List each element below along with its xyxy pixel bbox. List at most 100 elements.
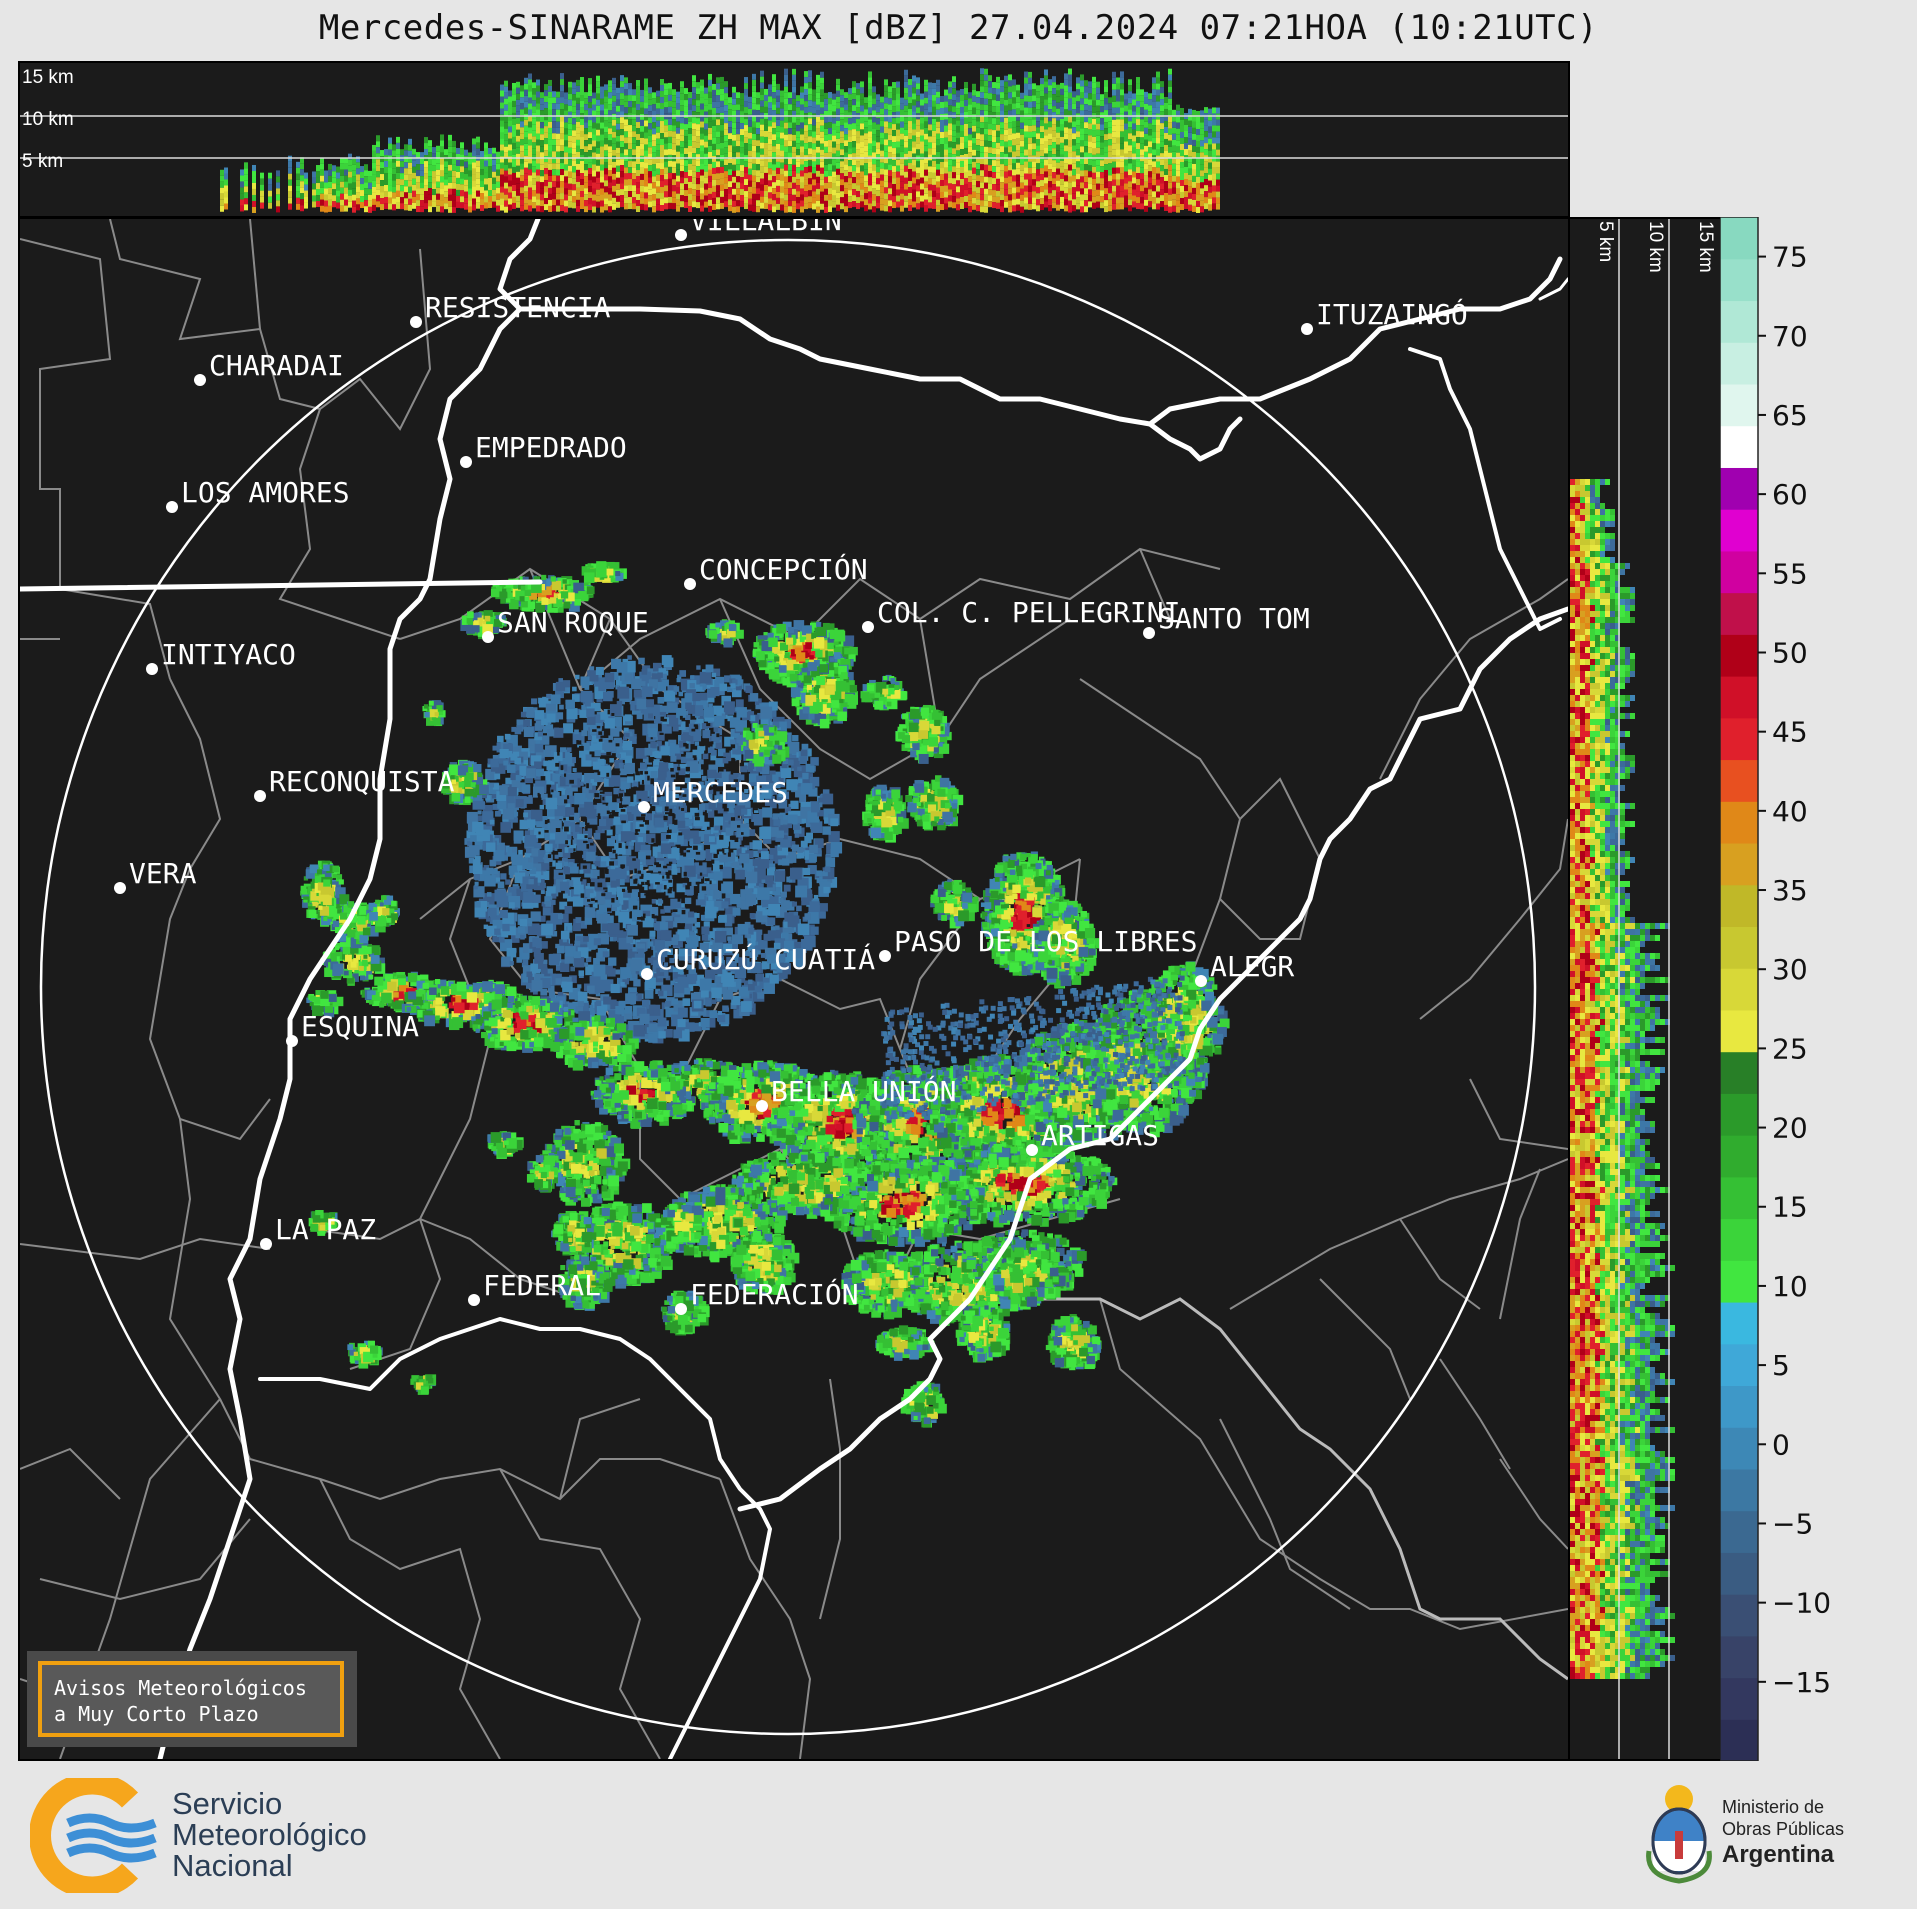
radar-map: VILLALBÍN RESISTENCIA CHARADAI ITUZAINGÓ EMP… — [18, 217, 1570, 1761]
top-profile-echoes — [220, 68, 1220, 213]
colorbar-band — [1720, 676, 1758, 719]
place-label: SAN ROQUE — [497, 606, 649, 639]
colorbar-band — [1720, 634, 1758, 677]
colorbar-band — [1720, 1301, 1758, 1345]
smn-line-3: Nacional — [172, 1850, 367, 1881]
colorbar-band — [1720, 1468, 1758, 1512]
place-label: COL. C. PELLEGRINI — [877, 596, 1180, 629]
colorbar-band — [1720, 1176, 1758, 1220]
place-marker — [460, 456, 472, 468]
place-label: BELLA UNIÓN — [771, 1074, 956, 1108]
colorbar-band — [1720, 926, 1758, 969]
place-marker — [1195, 975, 1207, 987]
very-short-term-warnings-box: Avisos Meteorológicos a Muy Corto Plazo — [38, 1661, 344, 1737]
place-label: ALEGR — [1210, 950, 1294, 983]
notice-line-2: a Muy Corto Plazo — [54, 1701, 328, 1727]
radar-range-ring — [39, 238, 1537, 1736]
place-label: FEDERAL — [483, 1269, 601, 1302]
colorbar-band — [1720, 467, 1758, 510]
place-marker — [641, 968, 653, 980]
colorbar-tick-label: 45 — [1772, 716, 1808, 749]
place-marker — [862, 621, 874, 633]
place-marker — [1301, 323, 1313, 335]
place-label: MERCEDES — [653, 776, 788, 809]
colorbar-tick-label: 20 — [1772, 1112, 1808, 1145]
colorbar-tick-label: −5 — [1772, 1507, 1813, 1540]
place-marker — [1143, 627, 1155, 639]
colorbar-band — [1720, 1677, 1758, 1720]
colorbar-band — [1720, 717, 1758, 761]
smn-logo-icon — [30, 1778, 157, 1893]
colorbar-bands — [1720, 217, 1758, 1761]
place-marker — [638, 801, 650, 813]
top-height-profile: 15 km 10 km 5 km — [18, 61, 1570, 218]
chart-title: Mercedes-SINARAME ZH MAX [dBZ] 27.04.202… — [0, 8, 1917, 48]
place-marker — [1026, 1144, 1038, 1156]
colorbar-tick-label: 40 — [1772, 795, 1808, 828]
place-label: EMPEDRADO — [475, 431, 627, 464]
place-marker — [684, 578, 696, 590]
colorbar-tick-label: 30 — [1772, 953, 1808, 986]
colorbar-tick-label: −15 — [1772, 1666, 1831, 1699]
place-label: VERA — [129, 857, 197, 890]
colorbar-band — [1720, 1051, 1758, 1094]
colorbar-band — [1720, 1510, 1758, 1553]
colorbar-band — [1720, 884, 1758, 928]
colorbar-tick-label: 10 — [1772, 1270, 1808, 1303]
colorbar-band — [1720, 801, 1758, 844]
notice-line-1: Avisos Meteorológicos — [54, 1675, 328, 1701]
colorbar-band — [1720, 1343, 1758, 1387]
place-label: CURUZÚ CUATIÁ — [656, 942, 875, 976]
colorbar-band — [1720, 968, 1758, 1011]
colorbar-band — [1720, 1552, 1758, 1595]
place-label: ITUZAINGÓ — [1316, 297, 1468, 331]
colorbar-tick-label: −10 — [1772, 1587, 1831, 1620]
place-marker — [468, 1294, 480, 1306]
place-label: ARTIGAS — [1041, 1119, 1159, 1152]
side-label-10km: 10 km — [1645, 221, 1666, 273]
colorbar: 75 70 65 60 55 50 45 40 35 30 25 20 15 10 5 0 −5 −10 −15 — [1720, 217, 1917, 1761]
place-marker — [194, 374, 206, 386]
place-marker — [166, 501, 178, 513]
place-marker — [675, 1303, 687, 1315]
ministry-line-1: Ministerio de — [1722, 1796, 1844, 1818]
smn-name: Servicio Meteorológico Nacional — [172, 1788, 367, 1881]
place-label: CONCEPCIÓN — [699, 552, 868, 586]
colorbar-band — [1720, 1260, 1758, 1303]
colorbar-band — [1720, 592, 1758, 635]
colorbar-tick-label: 15 — [1772, 1191, 1808, 1224]
side-height-profile: 5 km 10 km 15 km — [1568, 217, 1722, 1761]
smn-line-1: Servicio — [172, 1788, 367, 1819]
colorbar-tick-label: 50 — [1772, 636, 1808, 669]
place-label: LA PAZ — [275, 1213, 376, 1246]
top-label-5km: 5 km — [22, 151, 63, 172]
place-label: PASO DE LOS LIBRES — [894, 925, 1197, 958]
side-profile-echoes — [1570, 479, 1675, 1679]
colorbar-tick-label: 0 — [1772, 1428, 1790, 1461]
place-marker — [482, 631, 494, 643]
place-marker — [146, 663, 158, 675]
top-label-15km: 15 km — [22, 67, 74, 88]
place-label: LOS AMORES — [181, 476, 350, 509]
colorbar-band — [1720, 550, 1758, 594]
colorbar-band — [1720, 1635, 1758, 1679]
colorbar-tick-label: 5 — [1772, 1349, 1790, 1382]
place-marker — [756, 1100, 768, 1112]
ministry-name: Ministerio de Obras Públicas Argentina — [1722, 1796, 1844, 1870]
colorbar-band — [1720, 1427, 1758, 1470]
place-label: VILLALBÍN — [690, 219, 842, 237]
colorbar-band — [1720, 1719, 1758, 1761]
colorbar-band — [1720, 842, 1758, 886]
colorbar-tick-label: 55 — [1772, 557, 1808, 590]
place-marker — [675, 229, 687, 241]
place-marker — [879, 950, 891, 962]
place-label: RECONQUISTA — [269, 765, 455, 798]
colorbar-band — [1720, 300, 1758, 343]
colorbar-band — [1720, 509, 1758, 552]
place-label: ESQUINA — [301, 1010, 419, 1043]
rivers — [20, 219, 1568, 1759]
colorbar-tick-label: 70 — [1772, 320, 1808, 353]
colorbar-band — [1720, 217, 1758, 260]
place-marker — [260, 1238, 272, 1250]
colorbar-band — [1720, 1385, 1758, 1428]
